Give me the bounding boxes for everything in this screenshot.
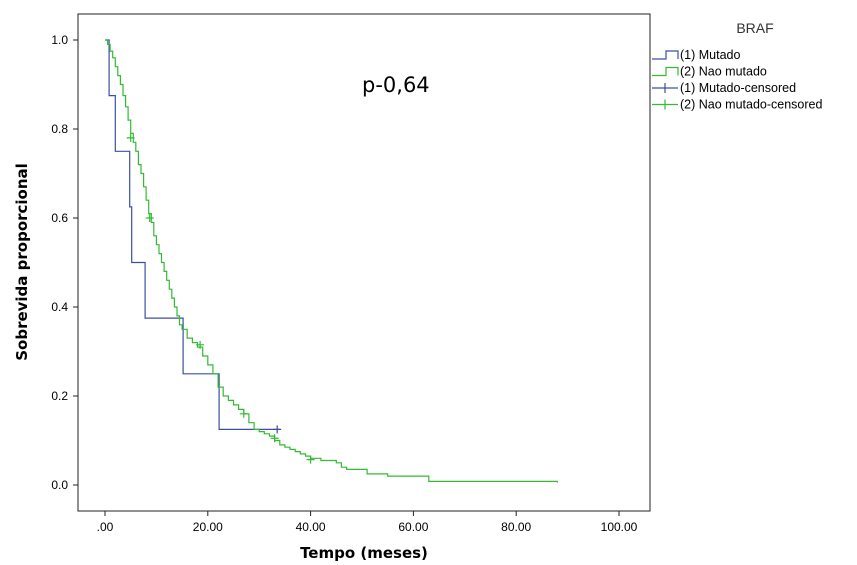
censor-mark [145, 214, 154, 222]
censor-mark [196, 340, 205, 349]
legend-entry-label: (1) Mutado [680, 48, 740, 62]
legend-swatch [652, 66, 679, 77]
legend-entry-label: (1) Mutado-censored [680, 81, 796, 95]
x-tick-label: 40.00 [296, 520, 326, 534]
y-tick-label: 0.4 [51, 300, 68, 314]
x-axis-label: Tempo (meses) [300, 544, 428, 562]
x-tick-label: 20.00 [193, 520, 223, 534]
x-tick-label: 60.00 [398, 520, 428, 534]
y-tick-label: 0.8 [51, 122, 68, 136]
y-tick-label: 0.6 [51, 211, 68, 225]
y-axis: 0.0 0.2 0.4 0.6 0.8 1.0 [51, 33, 78, 492]
censor-mark [273, 425, 282, 434]
legend-swatch [652, 50, 679, 60]
legend-swatch [652, 99, 678, 110]
y-tick-label: 0.0 [51, 478, 68, 492]
p-value-annotation: p-0,64 [362, 73, 430, 97]
x-axis: .00 20.00 40.00 60.00 80.00 100.00 [97, 511, 638, 534]
y-tick-label: 1.0 [51, 33, 68, 47]
censor-mark [306, 455, 315, 464]
survival-curve-1 [105, 39, 280, 430]
y-axis-label: Sobrevida proporcional [13, 163, 31, 361]
legend-title: BRAF [736, 20, 773, 36]
censor-mark [126, 133, 135, 142]
legend: BRAF (1) Mutado (2) Nao mutado (1) Mutado-… [652, 20, 822, 112]
survival-curve-2 [105, 39, 558, 483]
y-tick-label: 0.2 [51, 389, 68, 403]
censor-mark [270, 434, 279, 443]
x-tick-label: 100.00 [601, 520, 638, 534]
x-tick-label: .00 [97, 520, 114, 534]
legend-entry-label: (2) Nao mutado-censored [680, 98, 822, 112]
plot-frame [77, 13, 651, 512]
censor-mark [239, 409, 248, 418]
series-layer [105, 39, 558, 483]
x-tick-label: 80.00 [501, 520, 531, 534]
legend-swatch [652, 83, 678, 93]
legend-entry-label: (2) Nao mutado [680, 65, 767, 79]
